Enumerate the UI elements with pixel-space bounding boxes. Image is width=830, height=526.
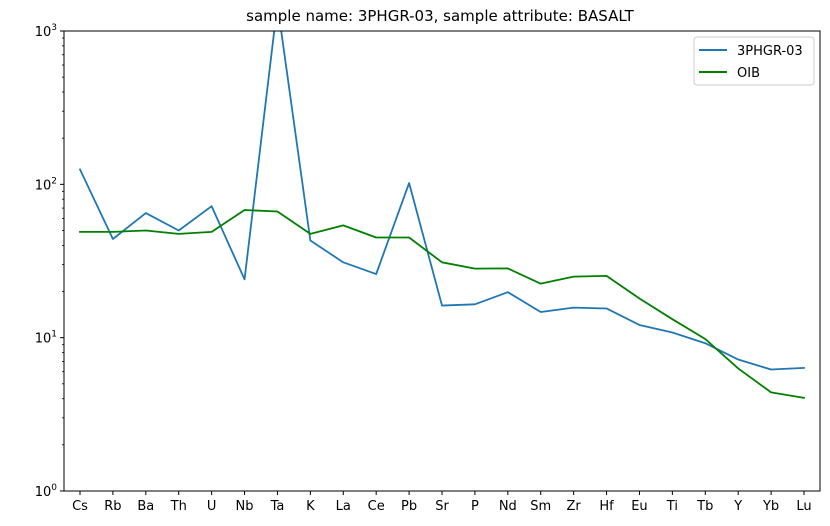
x-tick-label: Sm bbox=[530, 499, 551, 514]
x-tick-label: P bbox=[471, 499, 479, 514]
x-tick-label: Y bbox=[733, 499, 742, 514]
x-tick-label: Ce bbox=[368, 499, 385, 514]
legend-label-3phgr-03: 3PHGR-03 bbox=[737, 44, 803, 59]
x-tick-label: Ti bbox=[666, 499, 678, 514]
y-tick-label: 100 bbox=[35, 483, 58, 500]
legend: 3PHGR-03 OIB bbox=[693, 36, 815, 86]
x-tick-label: Lu bbox=[796, 499, 811, 514]
series-layer bbox=[78, 31, 806, 399]
x-tick-label: U bbox=[207, 499, 217, 514]
series-line-3phgr-03 bbox=[78, 31, 805, 371]
x-tick-label: K bbox=[306, 499, 315, 514]
y-tick-label: 103 bbox=[35, 23, 57, 40]
x-tick-label: Eu bbox=[631, 499, 647, 514]
y-tick-label: 101 bbox=[35, 330, 57, 347]
x-tick-label: Zr bbox=[567, 499, 582, 514]
x-tick-label: Nb bbox=[236, 499, 254, 514]
x-tick-label: La bbox=[336, 499, 351, 514]
x-tick-label: Cs bbox=[72, 499, 88, 514]
x-tick-label: Pb bbox=[401, 499, 417, 514]
x-tick-label: Hf bbox=[599, 499, 614, 514]
x-tick-label: Sr bbox=[435, 499, 449, 514]
series-line-oib bbox=[79, 209, 806, 399]
x-tick-label: Th bbox=[170, 499, 187, 514]
x-tick-label: Nd bbox=[499, 499, 517, 514]
y-axis: 100 101 102 103 bbox=[35, 23, 64, 500]
x-tick-label: Ba bbox=[137, 499, 154, 514]
x-tick-label: Ta bbox=[270, 499, 285, 514]
legend-label-oib: OIB bbox=[737, 66, 760, 81]
y-tick-label: 102 bbox=[35, 176, 57, 193]
chart-title: sample name: 3PHGR-03, sample attribute:… bbox=[246, 7, 634, 25]
x-axis: Cs Rb Ba Th U Nb Ta K La Ce Pb Sr P Nd Sm Zr Hf Eu Ti Tb Y Yb… bbox=[72, 491, 812, 514]
x-tick-label: Rb bbox=[104, 499, 121, 514]
x-tick-label: Yb bbox=[762, 499, 779, 514]
x-tick-label: Tb bbox=[696, 499, 713, 514]
